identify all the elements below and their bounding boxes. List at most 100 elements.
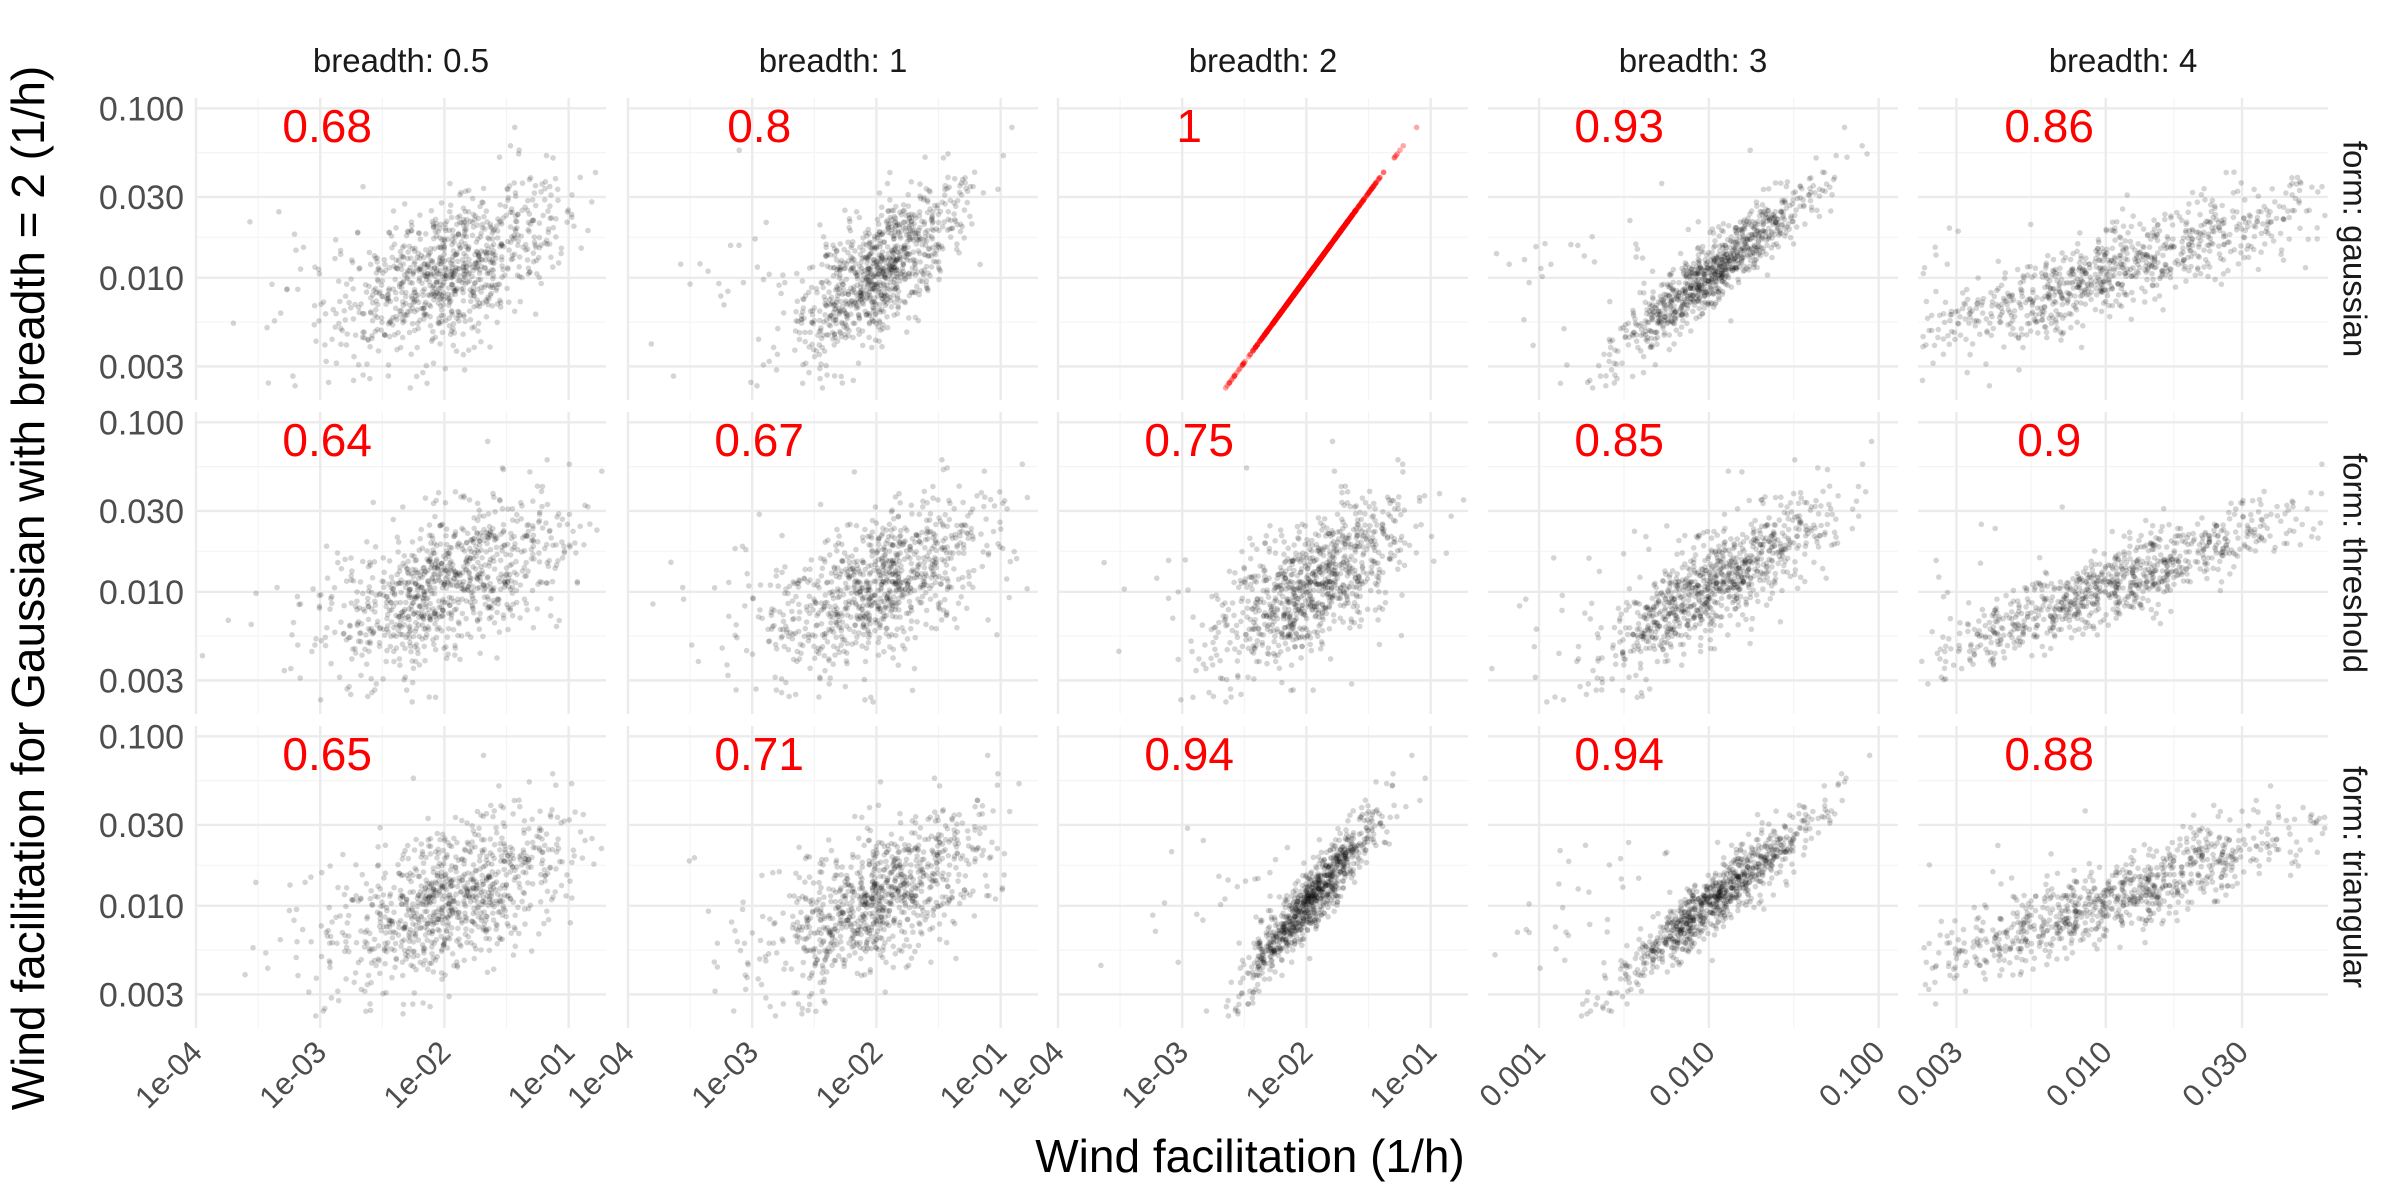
data-point <box>325 379 332 386</box>
data-point <box>697 261 703 267</box>
data-point <box>374 314 381 321</box>
data-point <box>1611 380 1618 386</box>
data-point <box>508 239 514 245</box>
data-point <box>1530 342 1536 349</box>
data-point <box>873 245 880 251</box>
data-point <box>823 362 829 369</box>
data-point <box>859 342 866 349</box>
data-point <box>428 272 434 278</box>
data-point <box>2255 208 2262 215</box>
data-point <box>565 207 572 213</box>
data-point <box>437 267 444 274</box>
data-point <box>343 342 350 348</box>
data-point <box>460 276 467 283</box>
data-point <box>725 288 731 295</box>
data-point <box>350 316 357 322</box>
data-point <box>425 271 431 277</box>
data-point <box>386 558 393 564</box>
data-point <box>896 257 903 263</box>
data-point <box>450 253 456 260</box>
data-point <box>442 275 448 282</box>
data-point <box>2082 271 2088 277</box>
data-point <box>476 513 483 519</box>
data-point <box>365 616 372 623</box>
data-point <box>512 124 518 131</box>
data-point <box>687 281 693 287</box>
data-point <box>514 211 521 218</box>
data-point <box>887 265 893 271</box>
data-point <box>456 213 463 219</box>
data-point <box>432 228 439 235</box>
data-point <box>1988 310 1994 317</box>
data-point <box>431 265 438 272</box>
data-point <box>1301 277 1308 284</box>
data-point <box>409 222 415 229</box>
data-point <box>2116 234 2123 240</box>
data-point <box>497 297 503 304</box>
data-point <box>452 291 459 298</box>
data-point <box>2039 317 2045 324</box>
data-point <box>485 268 492 275</box>
panel-r2-c1: 0.64 <box>194 412 606 714</box>
data-point <box>473 248 480 255</box>
data-point <box>1677 250 1684 257</box>
data-point <box>876 338 882 345</box>
data-point <box>807 329 813 336</box>
data-point <box>2246 212 2252 218</box>
data-point <box>386 230 393 236</box>
data-point <box>432 216 439 223</box>
data-point <box>2278 251 2284 258</box>
data-point <box>823 244 829 251</box>
data-point <box>398 589 405 596</box>
data-point <box>453 348 460 355</box>
data-point <box>569 214 575 221</box>
data-point <box>530 258 537 265</box>
data-point <box>2043 272 2049 279</box>
data-point <box>799 316 805 323</box>
data-point <box>421 269 428 276</box>
data-point <box>446 227 453 234</box>
data-point <box>935 211 942 218</box>
data-point <box>2061 280 2068 287</box>
data-point <box>541 197 548 203</box>
data-point <box>421 311 428 317</box>
data-point <box>409 305 416 311</box>
data-point <box>477 203 483 210</box>
data-point <box>374 301 381 308</box>
data-point <box>411 327 418 334</box>
data-point <box>1784 224 1790 230</box>
data-point <box>442 221 449 227</box>
data-point <box>844 325 850 332</box>
data-point <box>414 307 421 313</box>
data-point <box>1997 319 2003 326</box>
data-point <box>348 276 354 283</box>
data-point <box>312 264 318 271</box>
data-point <box>529 197 536 203</box>
data-point <box>450 227 456 233</box>
data-point <box>506 299 512 306</box>
data-point <box>378 327 385 334</box>
data-point <box>393 225 399 231</box>
data-point <box>2208 202 2214 208</box>
data-point <box>466 278 473 284</box>
data-point <box>360 183 366 190</box>
data-point <box>553 623 560 630</box>
data-point <box>499 263 505 269</box>
data-point <box>375 266 382 273</box>
data-point <box>721 302 727 308</box>
data-point <box>546 241 553 247</box>
data-point <box>1701 305 1707 311</box>
data-point <box>1793 224 1800 230</box>
data-point <box>2130 213 2136 219</box>
data-point <box>374 255 381 261</box>
data-point <box>1967 314 1974 321</box>
data-point <box>592 169 599 176</box>
data-point <box>460 264 466 270</box>
data-point <box>1634 246 1641 252</box>
data-point <box>1946 341 1953 348</box>
data-point <box>411 289 418 296</box>
data-point <box>1676 279 1682 286</box>
data-point <box>2180 235 2187 241</box>
data-point <box>1649 268 1656 275</box>
data-point <box>524 607 530 613</box>
